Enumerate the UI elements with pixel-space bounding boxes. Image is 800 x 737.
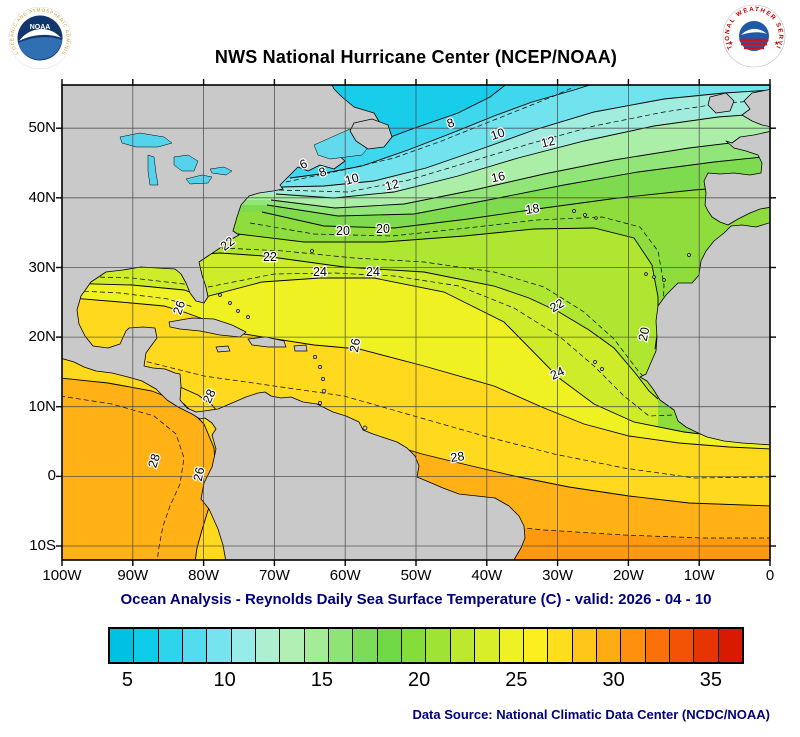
contour-label: 22	[263, 250, 277, 264]
lat-lon-grid	[62, 85, 770, 560]
land-britain	[741, 88, 770, 128]
lat-tick-label: 20N	[28, 328, 56, 346]
lat-tick-label: 10S	[29, 537, 56, 555]
contour-label: 20	[376, 222, 390, 236]
noaa-logo-label: NOAA	[30, 24, 51, 31]
noaa-bird-icon	[19, 28, 61, 41]
colorbar-segment	[669, 629, 695, 662]
nws-stripes	[739, 38, 769, 50]
map-caption: Ocean Analysis - Reynolds Daily Sea Surf…	[120, 591, 712, 608]
contour-label: 10	[343, 170, 360, 187]
nws-bird-icon	[741, 28, 767, 35]
noaa-emblem-sea	[18, 37, 62, 60]
axis-tick-marks	[56, 79, 776, 566]
contour-label: 26	[347, 337, 363, 353]
contour-label: 28	[145, 452, 163, 470]
lon-tick-label: 30W	[542, 567, 574, 584]
colorbar-tick-label: 15	[310, 669, 334, 691]
page-title: NWS National Hurricane Center (NCEP/NOAA…	[214, 47, 618, 67]
contour-label: 28	[450, 449, 466, 465]
colorbar	[108, 627, 744, 664]
contour-label: 26	[170, 299, 188, 317]
land-africa	[639, 222, 770, 446]
lat-tick-label: 0	[47, 467, 56, 485]
colorbar-segment	[645, 629, 670, 662]
colorbar-segment	[572, 629, 597, 662]
colorbar-tick-label: 20	[408, 669, 431, 691]
colorbar-segment	[499, 629, 524, 662]
colorbar-segment	[256, 629, 281, 662]
great-lakes	[119, 132, 233, 186]
lat-tick-label: 40N	[28, 188, 56, 206]
colorbar-segment	[377, 629, 403, 662]
lon-tick-label: 10W	[683, 567, 715, 584]
contour-label: 18	[525, 201, 541, 217]
lon-tick-label: 0	[765, 567, 775, 584]
land-americas	[62, 85, 526, 560]
lon-tick-label: 40W	[471, 567, 503, 584]
colorbar-segment	[134, 629, 159, 662]
contour-label: 12	[384, 177, 401, 194]
contour-label: 10	[489, 125, 507, 143]
lon-tick-label: 100W	[42, 567, 82, 584]
lon-tick-label: 60W	[329, 567, 361, 584]
colorbar-segment	[280, 629, 305, 662]
nws-logo: NATIONAL WEATHER SERVICE ★ ★	[722, 4, 786, 68]
island-jamaica	[215, 345, 231, 353]
land-iberia-france	[703, 131, 770, 226]
contour-label: 26	[191, 466, 208, 483]
lon-tick-label: 50W	[400, 567, 432, 584]
colorbar-segment	[304, 629, 330, 662]
lat-tick-label: 10N	[28, 397, 56, 415]
nws-star-left: ★	[728, 40, 733, 47]
noaa-logo: NATIONAL OCEANIC AND ATMOSPHERIC ADMINIS…	[8, 6, 72, 70]
colorbar-segment	[158, 629, 184, 662]
colorbar-segment	[596, 629, 622, 662]
contour-label: 20	[336, 224, 350, 238]
colorbar-segment	[207, 629, 232, 662]
contour-label: 24	[366, 265, 380, 279]
data-source-note: Data Source: National Climatic Data Cent…	[412, 707, 770, 722]
land-masses	[62, 85, 770, 560]
colorbar-tick-label: 25	[505, 669, 528, 691]
colorbar-segment	[110, 629, 135, 662]
contour-label: 24	[313, 265, 327, 279]
colorbar-segment	[353, 629, 378, 662]
colorbar-segment	[718, 629, 742, 662]
colorbar-segment	[231, 629, 257, 662]
colorbar-segment	[183, 629, 208, 662]
contour-label: 16	[490, 169, 507, 186]
colorbar-segment	[523, 629, 549, 662]
colorbar-segment	[402, 629, 427, 662]
contour-label: 12	[540, 134, 557, 151]
colorbar-segment	[329, 629, 354, 662]
colorbar-tick-label: 5	[121, 669, 133, 691]
lon-tick-label: 90W	[117, 567, 149, 584]
colorbar-segment	[548, 629, 573, 662]
contour-label: 20	[636, 326, 653, 343]
nws-star-right: ★	[774, 40, 779, 47]
land-ireland	[707, 92, 735, 114]
colorbar-ticks: 5 10 15 20 25 30 35	[0, 669, 800, 695]
colorbar-segment	[621, 629, 646, 662]
colorbar-tick-label: 30	[602, 669, 625, 691]
island-puerto-rico	[293, 344, 308, 352]
colorbar-tick-label: 35	[699, 669, 722, 691]
lon-tick-label: 80W	[188, 567, 220, 584]
colorbar-segment	[426, 629, 451, 662]
colorbar-tick-label: 10	[213, 669, 236, 691]
colorbar-segment	[475, 629, 500, 662]
lon-tick-label: 20W	[612, 567, 644, 584]
lon-tick-label: 70W	[258, 567, 290, 584]
colorbar-segment	[694, 629, 719, 662]
land-newfoundland	[349, 118, 393, 150]
colorbar-segment	[450, 629, 476, 662]
lat-tick-label: 50N	[28, 119, 56, 137]
lat-tick-label: 30N	[28, 258, 56, 276]
